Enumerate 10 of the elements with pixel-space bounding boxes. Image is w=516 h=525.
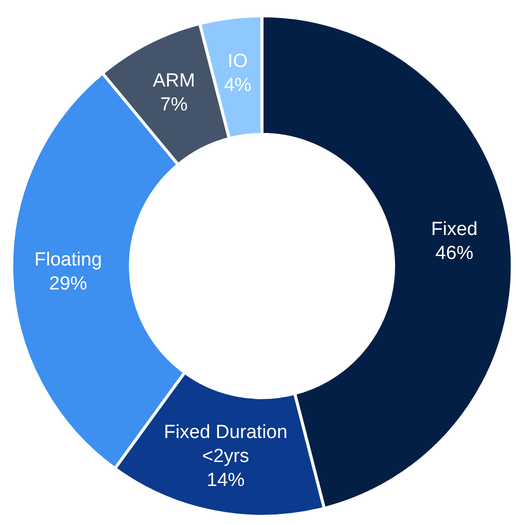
data-label: 4% — [224, 75, 252, 96]
data-label: 29% — [49, 274, 88, 295]
slice-label: Fixed Duration <2yrs — [164, 422, 288, 467]
data-label: 7% — [160, 94, 188, 116]
slice-label: Floating — [34, 250, 102, 271]
data-label: 46% — [435, 243, 474, 264]
slice-label: ARM — [152, 70, 196, 92]
data-label: 14% — [206, 470, 245, 491]
slice-label: Fixed — [431, 219, 478, 240]
slice-label: IO — [228, 51, 248, 72]
